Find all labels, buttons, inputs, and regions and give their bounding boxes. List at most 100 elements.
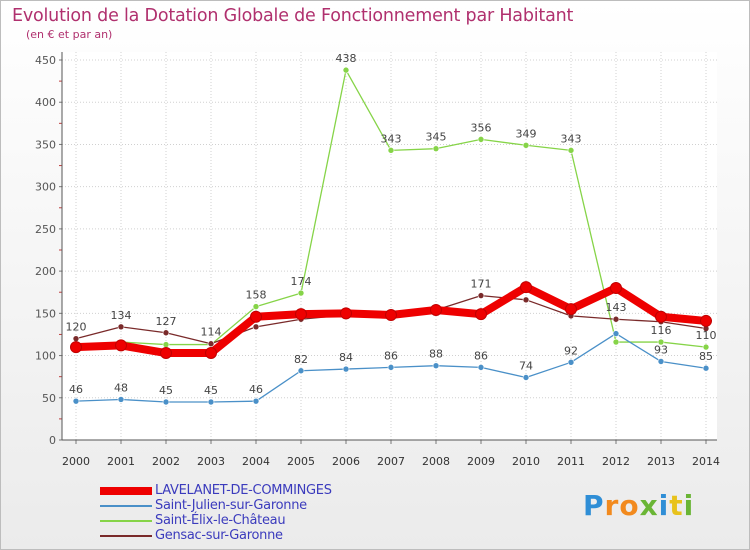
data-label: 48 <box>114 381 128 394</box>
x-tick-label: 2011 <box>557 455 585 468</box>
y-tick-label: 150 <box>35 307 56 320</box>
legend-swatch <box>100 520 152 522</box>
data-point <box>655 310 667 323</box>
x-tick-label: 2013 <box>647 455 675 468</box>
data-label: 93 <box>654 343 668 356</box>
data-point <box>205 347 217 360</box>
data-point <box>702 364 710 372</box>
data-point <box>252 397 260 405</box>
x-tick-label: 2002 <box>152 455 180 468</box>
x-tick-label: 2004 <box>242 455 270 468</box>
data-point <box>612 330 620 337</box>
x-tick-label: 2012 <box>602 455 630 468</box>
data-point <box>160 347 172 360</box>
data-point <box>522 374 530 381</box>
data-label: 343 <box>381 132 402 145</box>
data-label: 84 <box>339 351 353 364</box>
data-point <box>207 340 215 348</box>
data-point <box>250 310 262 323</box>
data-point <box>115 339 127 352</box>
data-label: 88 <box>429 348 443 361</box>
legend-label: Saint-Julien-sur-Garonne <box>155 498 307 513</box>
data-label: 45 <box>159 384 173 397</box>
x-tick-label: 2007 <box>377 455 405 468</box>
y-tick-label: 300 <box>35 181 56 194</box>
plot-area <box>62 52 717 440</box>
data-point <box>432 362 440 369</box>
x-tick-label: 2003 <box>197 455 225 468</box>
proxiti-logo: Proxiti <box>583 489 694 522</box>
data-point <box>117 323 125 331</box>
data-point <box>252 323 260 331</box>
data-point <box>477 136 485 143</box>
data-point <box>520 281 532 294</box>
legend-swatch <box>100 535 152 537</box>
chart-title: Evolution de la Dotation Globale de Fonc… <box>12 6 574 26</box>
y-tick-label: 350 <box>35 138 56 151</box>
data-label: 171 <box>471 278 492 291</box>
data-point <box>297 367 305 375</box>
data-point <box>340 307 352 320</box>
data-point <box>387 364 395 371</box>
data-point <box>657 358 665 365</box>
data-point <box>567 147 575 154</box>
data-point <box>385 309 397 322</box>
x-tick-label: 2005 <box>287 455 315 468</box>
data-label: 120 <box>66 321 87 334</box>
data-point <box>702 343 710 351</box>
x-tick-label: 2008 <box>422 455 450 468</box>
y-tick-label: 400 <box>35 96 56 109</box>
data-label: 46 <box>69 383 83 396</box>
data-point <box>475 308 487 321</box>
data-label: 158 <box>246 289 267 302</box>
logo-letter: i <box>658 489 670 522</box>
data-point <box>297 289 305 297</box>
data-point <box>612 315 620 323</box>
data-point <box>565 303 577 316</box>
data-point <box>477 292 485 299</box>
data-point <box>162 341 170 348</box>
data-point <box>522 296 530 304</box>
data-label: 349 <box>516 127 537 140</box>
logo-letter: o <box>619 489 640 522</box>
logo-letter: t <box>669 489 684 522</box>
data-label: 345 <box>426 131 447 144</box>
data-point <box>477 364 485 371</box>
data-point <box>72 397 80 405</box>
data-label: 438 <box>336 52 357 65</box>
y-tick-label: 50 <box>42 392 56 405</box>
data-point <box>162 398 170 406</box>
data-point <box>612 338 620 346</box>
data-point <box>610 282 622 294</box>
data-point <box>567 359 575 366</box>
y-tick-label: 200 <box>35 265 56 278</box>
logo-letter: P <box>583 489 605 522</box>
data-point <box>430 303 442 316</box>
data-label: 174 <box>291 275 312 288</box>
x-tick-label: 2009 <box>467 455 495 468</box>
x-tick-label: 2000 <box>62 455 90 468</box>
data-label: 114 <box>201 326 222 339</box>
data-point <box>207 398 215 406</box>
data-label: 127 <box>156 315 177 328</box>
y-tick-label: 250 <box>35 223 56 236</box>
data-label: 134 <box>111 309 132 322</box>
data-point <box>700 314 712 327</box>
legend-label: Saint-Élix-le-Château <box>155 513 286 528</box>
data-point <box>252 303 260 310</box>
data-point <box>162 329 170 337</box>
data-label: 143 <box>606 301 627 314</box>
data-label: 110 <box>696 329 717 342</box>
legend-swatch <box>100 487 152 495</box>
x-tick-label: 2001 <box>107 455 135 468</box>
data-label: 343 <box>561 132 582 145</box>
data-point <box>387 147 395 154</box>
legend-label: Gensac-sur-Garonne <box>155 528 283 543</box>
data-point <box>295 308 307 321</box>
chart-subtitle: (en € et par an) <box>26 28 113 41</box>
data-point <box>342 66 350 74</box>
data-point <box>522 141 530 149</box>
data-point <box>657 338 665 346</box>
x-tick-label: 2014 <box>692 455 720 468</box>
